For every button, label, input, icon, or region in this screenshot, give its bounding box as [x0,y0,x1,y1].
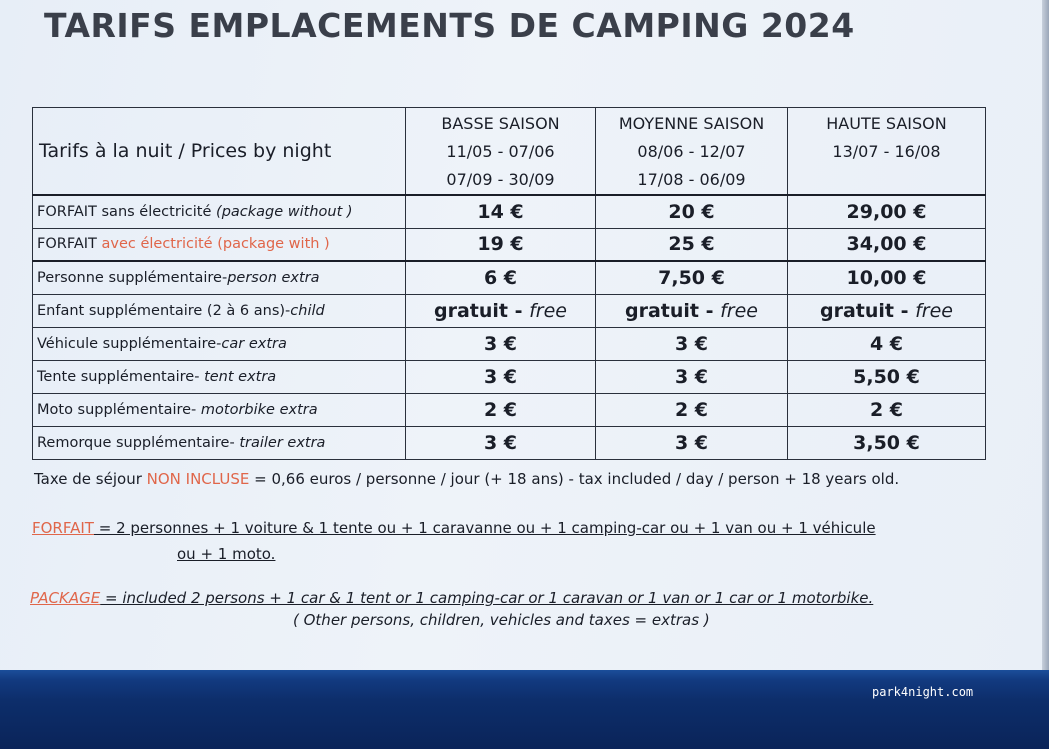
table-row-tente: Tente supplémentaire- tent extra 3 € 3 €… [32,359,986,394]
watermark: park4night.com [872,685,974,699]
row-label: Véhicule supplémentaire-car extra [32,326,406,361]
season-dates: 08/06 - 12/07 [637,142,746,161]
row-label: Enfant supplémentaire (2 à 6 ans)-child [32,293,406,328]
season-dates: 17/08 - 06/09 [637,170,746,189]
tax-note: Taxe de séjour NON INCLUSE = 0,66 euros … [34,470,900,488]
season-basse: BASSE SAISON 11/05 - 07/06 07/09 - 30/09 [405,107,596,196]
price-cell: gratuit - free [405,293,596,328]
row-label: FORFAIT sans électricité (package withou… [32,194,406,229]
season-name: MOYENNE SAISON [618,114,765,133]
page-title: TARIFS EMPLACEMENTS DE CAMPING 2024 [44,6,855,45]
price-cell: 3 € [405,359,596,394]
price-cell: 6 € [405,260,596,295]
row-label: Remorque supplémentaire- trailer extra [32,425,406,460]
price-cell: 3 € [595,326,788,361]
price-cell: 3,50 € [787,425,986,460]
price-cell: 10,00 € [787,260,986,295]
table-row-remorque: Remorque supplémentaire- trailer extra 3… [32,425,986,460]
price-cell: 3 € [595,359,788,394]
price-cell: 3 € [405,425,596,460]
price-cell: gratuit - free [787,293,986,328]
table-row-enfant: Enfant supplémentaire (2 à 6 ans)-child … [32,293,986,328]
price-cell: 2 € [595,392,788,427]
season-moyenne: MOYENNE SAISON 08/06 - 12/07 17/08 - 06/… [595,107,788,196]
season-name: BASSE SAISON [441,114,560,133]
table-row-moto: Moto supplémentaire- motorbike extra 2 €… [32,392,986,427]
price-cell: 14 € [405,194,596,229]
price-cell: 5,50 € [787,359,986,394]
season-haute: HAUTE SAISON 13/07 - 16/08 [787,107,986,196]
price-table: Tarifs à la nuit / Prices by night BASSE… [32,107,986,460]
frame-right-edge [1042,0,1049,680]
row-label: FORFAIT avec électricité (package with ) [32,227,406,262]
price-cell: 20 € [595,194,788,229]
price-cell: 2 € [787,392,986,427]
table-row-forfait-avec: FORFAIT avec électricité (package with )… [32,227,986,262]
season-name: HAUTE SAISON [826,114,947,133]
table-row-personne: Personne supplémentaire-person extra 6 €… [32,260,986,295]
extras-note: ( Other persons, children, vehicles and … [293,611,710,629]
forfait-note: FORFAIT = 2 personnes + 1 voiture & 1 te… [32,519,876,537]
price-cell: 19 € [405,227,596,262]
table-row-vehicule: Véhicule supplémentaire-car extra 3 € 3 … [32,326,986,361]
season-dates: 13/07 - 16/08 [832,142,941,161]
table-header-row: Tarifs à la nuit / Prices by night BASSE… [32,107,986,196]
price-cell: 7,50 € [595,260,788,295]
row-label: Personne supplémentaire-person extra [32,260,406,295]
price-cell: 2 € [405,392,596,427]
row-label: Moto supplémentaire- motorbike extra [32,392,406,427]
forfait-note-cont: ou + 1 moto. [177,545,276,563]
price-cell: gratuit - free [595,293,788,328]
season-dates: 07/09 - 30/09 [446,170,555,189]
table-row-forfait-sans: FORFAIT sans électricité (package withou… [32,194,986,229]
price-cell: 4 € [787,326,986,361]
price-cell: 34,00 € [787,227,986,262]
price-cell: 3 € [595,425,788,460]
season-dates: 11/05 - 07/06 [446,142,555,161]
frame-bottom-edge [0,670,1049,749]
header-label: Tarifs à la nuit / Prices by night [32,107,406,196]
price-cell: 25 € [595,227,788,262]
price-cell: 3 € [405,326,596,361]
row-label: Tente supplémentaire- tent extra [32,359,406,394]
price-cell: 29,00 € [787,194,986,229]
package-note: PACKAGE = included 2 persons + 1 car & 1… [30,589,874,607]
